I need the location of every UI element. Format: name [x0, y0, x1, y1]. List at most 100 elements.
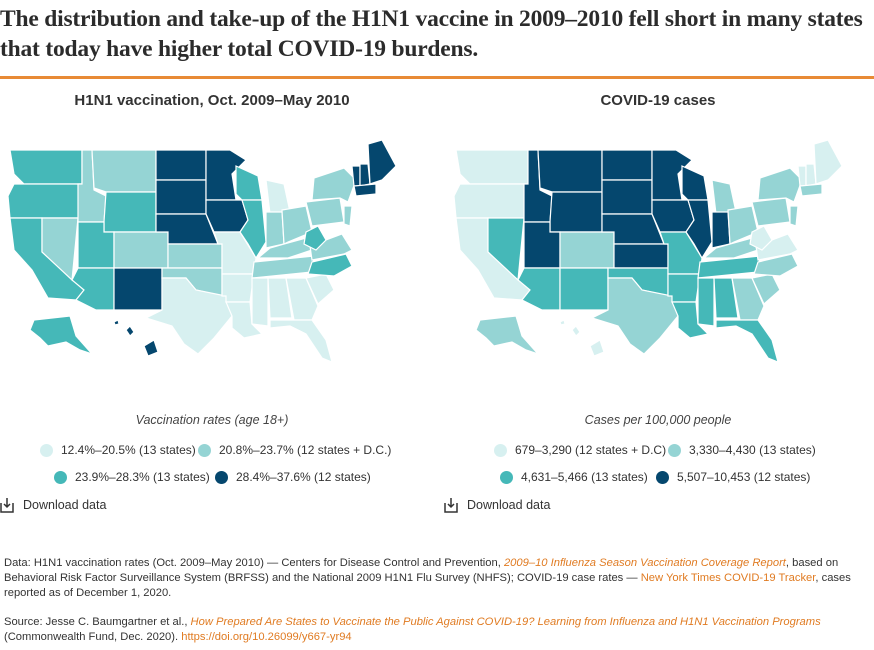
right-legend-item-3: 4,631–5,466 (13 states) [500, 470, 648, 484]
state-wi [681, 165, 709, 201]
state-vt [797, 165, 807, 187]
state-oh [281, 205, 313, 245]
report-title-link[interactable]: How Prepared Are States to Vaccinate the… [190, 616, 821, 628]
state-ia [651, 199, 695, 233]
download-icon [0, 498, 14, 513]
state-ia [205, 199, 249, 233]
state-wv [749, 225, 773, 251]
state-va [755, 233, 799, 261]
state-wy [103, 191, 157, 233]
state-oh [727, 205, 759, 245]
state-ar [667, 273, 701, 303]
state-nd [155, 149, 207, 181]
right-legend-item-4: 5,507–10,453 (12 states) [656, 470, 810, 484]
state-pa [305, 197, 345, 227]
h1n1-vaccination-map [7, 140, 397, 364]
source-note-text: (Commonwealth Fund, Dec. 2020). [4, 631, 182, 643]
state-pa [751, 197, 791, 227]
source-note-text: Source: Jesse C. Baumgartner et al., [4, 616, 191, 628]
headline: The distribution and take-up of the H1N1… [0, 6, 863, 62]
state-ks [167, 243, 223, 269]
data-note-text: , based on Behavioral Risk Factor Survei… [4, 557, 839, 584]
legend-swatch [494, 443, 507, 457]
state-nj [343, 205, 353, 227]
state-ga [731, 277, 765, 321]
state-nm [113, 267, 163, 311]
state-me [367, 140, 397, 185]
state-ar [221, 273, 255, 303]
data-note-text: , cases reported as of December 1, 2020. [4, 572, 851, 599]
legend-label: 3,330–4,430 (13 states) [689, 443, 816, 457]
legend-label: 23.9%–28.3% (13 states) [75, 470, 210, 484]
orange-divider [0, 76, 874, 79]
legend-swatch [198, 443, 211, 457]
state-al [713, 277, 739, 319]
state-ga [285, 277, 319, 321]
right-legend-item-2: 3,330–4,430 (13 states) [668, 443, 816, 457]
state-co [559, 231, 615, 269]
legend-swatch [500, 470, 513, 484]
download-label: Download data [467, 498, 551, 512]
left-legend-item-1: 12.4%–20.5% (13 states) [40, 443, 196, 457]
doi-link[interactable]: https://doi.org/10.26099/y667-yr94 [181, 631, 352, 643]
state-ms [697, 277, 715, 327]
state-nh [359, 163, 371, 187]
state-sd [155, 179, 207, 215]
state-wv [303, 225, 327, 251]
state-nc [307, 253, 353, 277]
right-legend-item-1: 679–3,290 (12 states + D.C) [494, 443, 666, 457]
state-ks [613, 243, 669, 269]
data-note: Data: H1N1 vaccination rates (Oct. 2009–… [4, 556, 870, 601]
state-ma [799, 183, 823, 197]
state-il [239, 199, 267, 260]
state-wy [549, 191, 603, 233]
state-ny [757, 167, 803, 203]
state-vt [351, 165, 361, 187]
state-co [113, 231, 169, 269]
left-legend-item-4: 28.4%–37.6% (12 states) [215, 470, 371, 484]
state-in [265, 211, 285, 249]
state-wi [235, 165, 263, 201]
legend-label: 5,507–10,453 (12 states) [677, 470, 811, 484]
download-label: Download data [23, 498, 107, 512]
state-sd [601, 179, 653, 215]
legend-swatch [215, 470, 228, 484]
left-map-title: H1N1 vaccination, Oct. 2009–May 2010 [74, 92, 350, 109]
state-ms [251, 277, 269, 327]
legend-swatch [40, 443, 53, 457]
download-icon [444, 498, 458, 513]
legend-swatch [656, 470, 669, 484]
state-tn [697, 255, 761, 279]
right-map-title: COVID-19 cases [600, 92, 716, 109]
state-mt [537, 149, 603, 193]
state-ak [475, 315, 540, 356]
state-nm [559, 267, 609, 311]
left-legend-title: Vaccination rates (age 18+) [135, 413, 289, 427]
state-al [267, 277, 293, 319]
right-download-data-button[interactable]: Download data [444, 497, 550, 513]
legend-label: 4,631–5,466 (13 states) [521, 470, 648, 484]
state-ny [311, 167, 357, 203]
legend-label: 28.4%–37.6% (12 states) [236, 470, 371, 484]
left-download-data-button[interactable]: Download data [0, 497, 106, 513]
state-or [453, 183, 529, 219]
cdc-report-link[interactable]: 2009–10 Influenza Season Vaccination Cov… [503, 557, 786, 569]
state-la [671, 301, 710, 339]
state-fl [269, 319, 333, 364]
state-tn [251, 255, 315, 279]
state-nh [805, 163, 817, 187]
state-tx [144, 277, 233, 355]
state-nd [601, 149, 653, 181]
legend-swatch [54, 470, 67, 484]
right-legend-title: Cases per 100,000 people [584, 413, 732, 427]
state-wa [455, 149, 529, 185]
source-note: Source: Jesse C. Baumgartner et al., How… [4, 615, 870, 645]
state-fl [715, 319, 779, 364]
legend-label: 679–3,290 (12 states + D.C) [515, 443, 667, 457]
state-hi [559, 319, 605, 357]
data-note-text: Data: H1N1 vaccination rates (Oct. 2009–… [4, 557, 504, 569]
state-mt [91, 149, 157, 193]
legend-label: 20.8%–23.7% (12 states + D.C.) [219, 443, 392, 457]
nyt-tracker-link[interactable]: New York Times COVID-19 Tracker [640, 572, 816, 584]
legend-swatch [668, 443, 681, 457]
